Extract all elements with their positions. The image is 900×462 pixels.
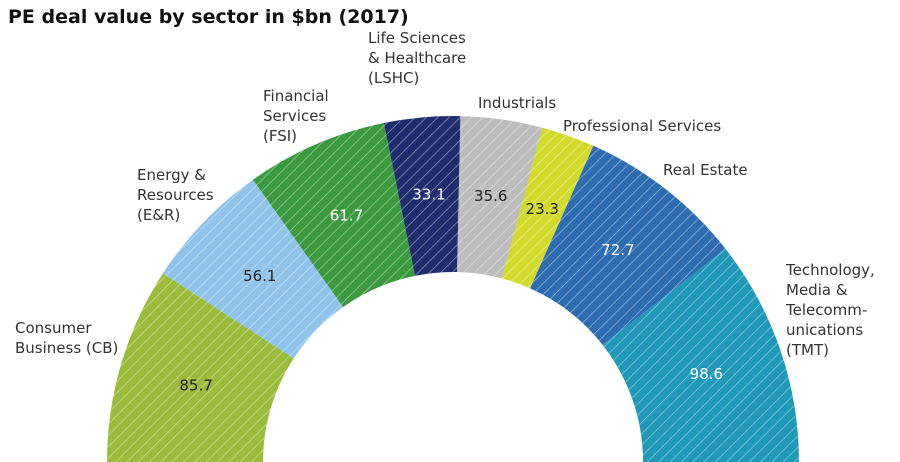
value-label: 33.1	[412, 186, 445, 204]
value-label: 61.7	[330, 207, 363, 225]
category-label: Industrials	[478, 94, 557, 112]
category-label: Professional Services	[563, 117, 722, 135]
value-label: 35.6	[474, 187, 507, 205]
category-label: Real Estate	[663, 161, 748, 179]
category-label: Consumer Business (CB)	[15, 319, 119, 357]
value-label: 72.7	[601, 241, 634, 259]
slice-hatch	[530, 145, 726, 345]
value-label: 23.3	[526, 200, 559, 218]
slice-hatch	[107, 273, 294, 462]
slice-hatch	[457, 116, 543, 279]
value-label: 98.6	[690, 365, 723, 383]
slice-hatch	[252, 122, 416, 307]
category-label: Financial Services (FSI)	[263, 87, 329, 145]
slice-hatch	[502, 127, 594, 289]
chart-title: PE deal value by sector in $bn (2017)	[8, 6, 409, 28]
category-label: Energy & Resources (E&R)	[137, 166, 214, 224]
category-label: Technology, Media & Telecomm- unications…	[786, 261, 875, 359]
category-label: Life Sciences & Healthcare (LSHC)	[368, 29, 467, 87]
value-label: 85.7	[179, 376, 212, 394]
slice-hatch	[602, 248, 799, 462]
value-label: 56.1	[243, 267, 276, 285]
slice-hatch	[162, 179, 344, 359]
slice-hatch	[383, 116, 461, 276]
